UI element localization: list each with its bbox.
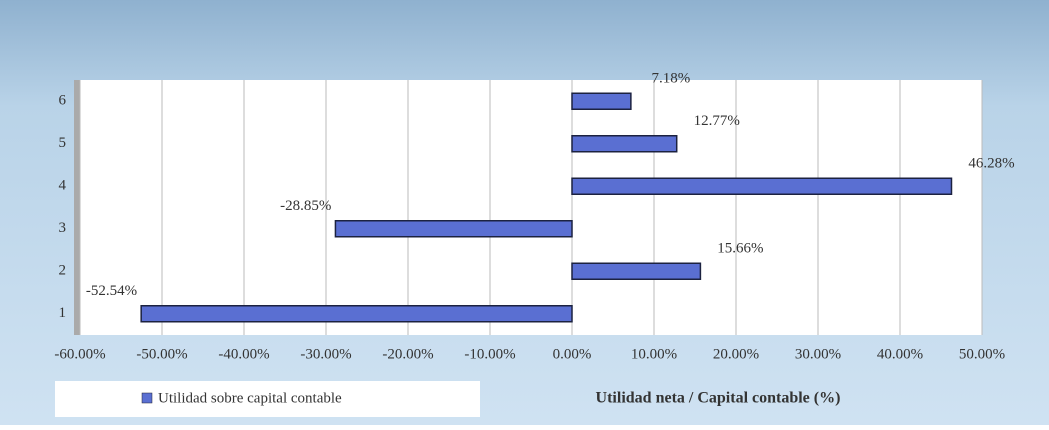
y-tick-label: 5 — [59, 135, 67, 151]
x-axis-label: Utilidad neta / Capital contable (%) — [596, 390, 841, 407]
legend-label: Utilidad sobre capital contable — [158, 390, 342, 406]
plot-area — [80, 80, 982, 335]
bar — [140, 305, 573, 323]
bar — [571, 92, 632, 110]
x-tick-label: -20.00% — [382, 346, 433, 362]
x-tick-label: 40.00% — [877, 346, 923, 362]
y-tick-label: 2 — [59, 263, 67, 279]
legend-swatch — [141, 392, 153, 404]
y-tick-label: 3 — [59, 220, 67, 236]
x-tick-label: 10.00% — [631, 346, 677, 362]
y-tick-label: 4 — [59, 178, 67, 194]
bar — [571, 262, 702, 280]
x-tick-label: -60.00% — [54, 346, 105, 362]
x-tick-label: 0.00% — [553, 346, 592, 362]
data-label: 15.66% — [717, 241, 763, 257]
x-tick-label: 20.00% — [713, 346, 759, 362]
data-label: -28.85% — [280, 198, 331, 214]
bar — [334, 220, 573, 238]
data-label: -52.54% — [86, 283, 137, 299]
x-tick-label: -50.00% — [136, 346, 187, 362]
y-tick-label: 6 — [59, 93, 67, 109]
bar — [571, 135, 678, 153]
data-label: 12.77% — [694, 113, 740, 129]
bar — [571, 177, 953, 195]
x-tick-label: -40.00% — [218, 346, 269, 362]
data-label: 46.28% — [968, 156, 1014, 172]
legend-box — [55, 381, 480, 417]
x-tick-label: -10.00% — [464, 346, 515, 362]
axis-wall — [74, 80, 80, 335]
y-tick-label: 1 — [59, 305, 67, 321]
x-tick-label: -30.00% — [300, 346, 351, 362]
x-tick-label: 30.00% — [795, 346, 841, 362]
data-label: 7.18% — [652, 71, 691, 87]
x-tick-label: 50.00% — [959, 346, 1005, 362]
